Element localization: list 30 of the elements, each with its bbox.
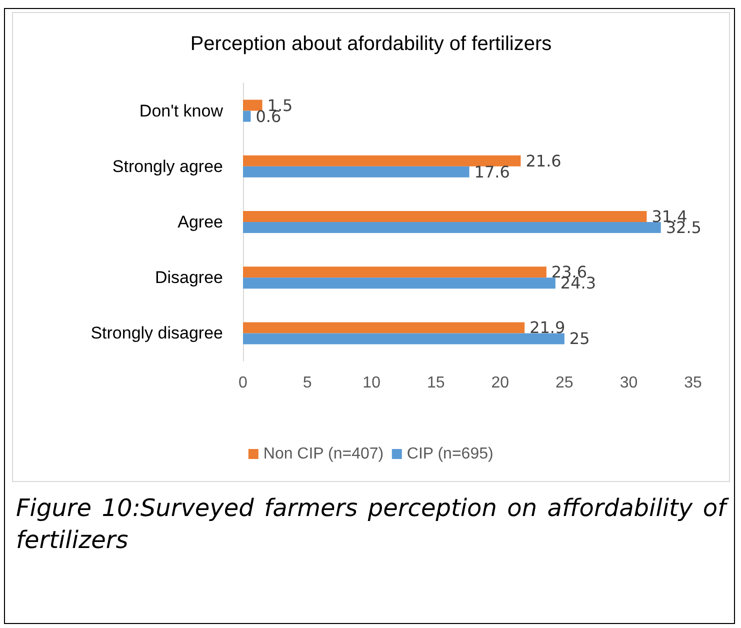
x-tick-label: 25 (556, 374, 574, 392)
data-label: 25 (569, 329, 590, 348)
x-tick-label: 10 (362, 374, 381, 392)
x-tick-label: 5 (302, 374, 312, 392)
data-label: 17.6 (474, 162, 510, 182)
x-tick-label: 15 (426, 374, 445, 392)
data-label: 21.9 (530, 318, 566, 338)
bar (243, 266, 546, 278)
x-tick-label: 30 (620, 374, 638, 392)
legend-label: CIP (n=695) (406, 446, 494, 462)
x-tick-label: 0 (238, 374, 248, 392)
bar (243, 211, 647, 222)
bar (243, 322, 525, 334)
x-tick-label: 20 (491, 374, 510, 392)
y-tick-label: Strongly agree (112, 156, 223, 176)
y-tick-label: Don't know (139, 101, 224, 120)
chart-title: Perception about afordability of fertilizers (190, 33, 552, 55)
bar (243, 222, 661, 233)
y-tick-label: Disagree (154, 268, 223, 288)
bar (243, 110, 251, 122)
data-label: 21.6 (526, 151, 562, 170)
x-tick-label: 35 (684, 374, 702, 392)
y-tick-label: Agree (178, 212, 223, 232)
bar (243, 278, 556, 289)
bar (243, 166, 470, 178)
y-tick-label: Strongly disagree (90, 324, 223, 343)
bar (243, 155, 521, 166)
bar (243, 100, 262, 111)
bar (243, 333, 564, 344)
legend-label: Non CIP (n=407) (263, 446, 384, 462)
